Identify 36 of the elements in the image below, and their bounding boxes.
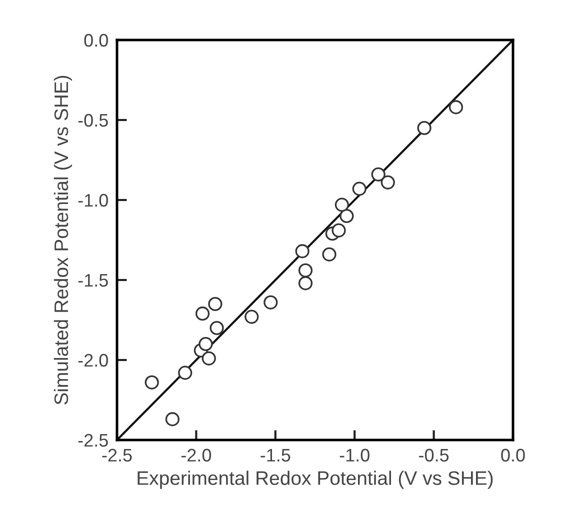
point: [244, 310, 259, 324]
y-tick-label: -2.5: [78, 434, 108, 447]
point: [371, 167, 386, 182]
x-tick-label: 0.0: [501, 448, 525, 462]
point: [298, 263, 313, 278]
y-tick-label: -0.5: [78, 114, 108, 127]
point: [295, 244, 310, 258]
point: [178, 366, 192, 380]
point: [195, 306, 210, 321]
y-tick-label: -1.5: [78, 274, 108, 287]
point: [202, 351, 216, 366]
point: [210, 320, 224, 336]
point: [334, 198, 349, 212]
point: [448, 100, 464, 114]
point: [340, 208, 354, 224]
x-tick-label: -1.5: [260, 448, 290, 462]
point: [264, 295, 278, 310]
x-tick-label: -2.5: [102, 448, 132, 462]
point: [144, 375, 159, 390]
point: [332, 223, 346, 238]
x-tick-label: -0.5: [419, 448, 449, 462]
x-tick-label: -1.0: [340, 448, 370, 462]
point: [208, 296, 222, 312]
point: [322, 247, 336, 262]
point: [198, 336, 213, 352]
x-axis-title: Experimental Redox Potential (V vs SHE): [138, 470, 493, 489]
point: [352, 182, 366, 196]
point: [417, 120, 432, 136]
point: [298, 276, 313, 290]
point: [165, 412, 180, 426]
x-tick-label: -2.0: [181, 448, 212, 462]
point: [380, 175, 395, 190]
y-tick-label: 0.0: [84, 34, 108, 47]
y-tick-label: -2.0: [78, 354, 108, 367]
y-tick-label: -1.0: [78, 194, 108, 207]
y-axis-title: Simulated Redox Potential (V vs SHE): [54, 76, 72, 404]
